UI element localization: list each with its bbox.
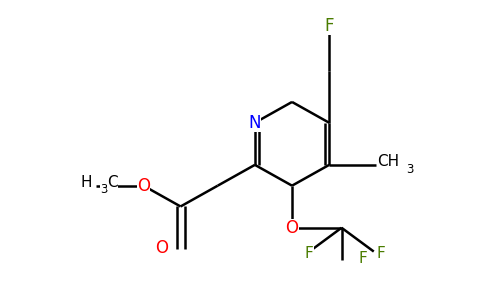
Text: C: C xyxy=(107,175,118,190)
Text: F: F xyxy=(324,17,334,35)
Text: O: O xyxy=(137,177,150,195)
Text: 3: 3 xyxy=(406,163,413,176)
Text: F: F xyxy=(305,246,314,261)
Text: O: O xyxy=(155,238,168,256)
Text: N: N xyxy=(249,114,261,132)
Text: F: F xyxy=(376,246,385,261)
Text: 3: 3 xyxy=(100,183,108,196)
Text: CH: CH xyxy=(377,154,399,169)
Text: O: O xyxy=(286,219,299,237)
Text: H: H xyxy=(81,175,92,190)
Text: F: F xyxy=(359,251,368,266)
